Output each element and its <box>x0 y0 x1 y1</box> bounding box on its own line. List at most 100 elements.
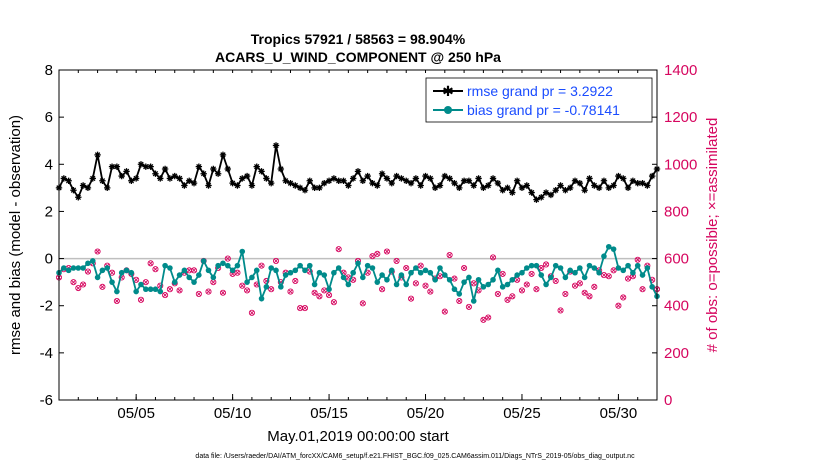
rmse-point <box>200 170 207 177</box>
obs-assimilated-point <box>288 289 293 294</box>
rmse-point <box>128 177 135 184</box>
rmse-point <box>248 182 256 189</box>
obs-possible-point <box>427 288 434 295</box>
bias-point <box>403 281 410 288</box>
rmse-point <box>571 177 579 184</box>
x-tick-label: 05/25 <box>503 405 541 422</box>
bias-point <box>210 274 217 281</box>
bias-point <box>128 269 135 276</box>
bias-point <box>393 281 400 288</box>
bias-point <box>504 281 511 288</box>
bias-point <box>268 265 274 271</box>
rmse-point <box>321 179 328 187</box>
bias-point <box>369 265 376 271</box>
x-axis-label: May.01,2019 00:00:00 start <box>267 428 449 445</box>
bias-point <box>388 267 395 274</box>
obs-assimilated-point <box>346 275 351 280</box>
rmse-point <box>195 163 203 170</box>
obs-assimilated-point <box>423 283 428 288</box>
rmse-point <box>374 182 381 189</box>
bias-point <box>432 276 438 283</box>
bias-point <box>456 291 463 297</box>
y-tick-label: -4 <box>40 345 53 362</box>
bias-point <box>196 272 202 278</box>
obs-possible-point <box>162 292 169 299</box>
bias-point <box>114 288 120 295</box>
obs-assimilated-point <box>259 263 264 268</box>
rmse-point <box>557 182 564 189</box>
y-tick-label: 2 <box>45 203 53 220</box>
x-tick-label: 05/05 <box>117 405 155 422</box>
obs-assimilated-point <box>529 271 534 277</box>
obs-assimilated-point <box>534 286 539 292</box>
obs-assimilated-point <box>292 278 298 284</box>
obs-assimilated-point <box>162 292 168 298</box>
obs-assimilated-point <box>75 285 81 291</box>
obs-assimilated-point <box>379 286 385 292</box>
obs-assimilated-point <box>466 304 472 310</box>
rmse-point <box>316 184 323 192</box>
rmse-point <box>441 172 449 180</box>
bias-point <box>263 284 270 290</box>
rmse-point <box>263 175 270 182</box>
obs-assimilated-point <box>442 309 448 314</box>
obs-possible-point <box>489 254 497 261</box>
obs-assimilated-point <box>572 283 578 288</box>
obs-possible-point <box>552 277 559 285</box>
rmse-point <box>205 182 212 189</box>
obs-assimilated-point <box>109 270 115 276</box>
bias-point <box>519 269 525 276</box>
rmse-point <box>591 182 598 189</box>
bias-point <box>205 267 212 274</box>
bias-point <box>292 267 299 274</box>
rmse-series <box>55 142 661 203</box>
rmse-point <box>446 175 453 182</box>
obs-assimilated-point <box>312 290 317 296</box>
rmse-point <box>152 170 159 177</box>
obs-assimilated-point <box>186 268 192 273</box>
chart-title: Tropics 57921 / 58563 = 98.904% <box>251 31 466 47</box>
rmse-point <box>224 165 231 173</box>
obs-assimilated-point <box>133 277 139 283</box>
obs-possible-point <box>557 307 564 314</box>
rmse-point <box>624 184 632 192</box>
rmse-point <box>239 175 246 182</box>
bias-point <box>413 265 419 271</box>
obs-possible-point <box>403 264 410 272</box>
obs-possible-point <box>326 292 333 299</box>
bias-point <box>480 284 487 290</box>
obs-assimilated-point <box>249 310 255 316</box>
bias-point <box>495 267 501 274</box>
obs-possible-point <box>470 280 477 287</box>
obs-assimilated-point <box>138 297 144 303</box>
obs-assimilated-point <box>505 297 510 303</box>
rmse-point <box>340 177 347 184</box>
rmse-point <box>542 189 550 196</box>
obs-possible-point <box>543 261 550 268</box>
bias-point <box>360 274 366 281</box>
rmse-point <box>354 168 362 175</box>
rmse-point <box>475 175 482 182</box>
bias-point <box>147 286 154 293</box>
bias-point <box>581 274 588 281</box>
bias-point <box>634 262 641 269</box>
obs-assimilated-point <box>418 263 424 268</box>
obs-assimilated-point <box>601 272 607 278</box>
rmse-point <box>485 182 492 189</box>
bias-point <box>586 262 593 269</box>
bias-point <box>104 265 111 271</box>
rmse-point <box>422 172 429 180</box>
bias-point <box>557 265 564 271</box>
obs-possible-point <box>562 290 569 297</box>
rmse-point <box>431 184 439 192</box>
bias-point <box>485 281 492 288</box>
y2-tick-label: 200 <box>664 345 689 362</box>
obs-assimilated-point <box>587 293 592 299</box>
rmse-point <box>272 142 280 149</box>
rmse-point <box>186 177 193 184</box>
obs-assimilated-point <box>302 305 308 311</box>
bias-point <box>490 276 496 283</box>
obs-possible-point <box>80 281 87 288</box>
obs-assimilated-point <box>616 303 621 309</box>
bias-point <box>249 274 255 281</box>
